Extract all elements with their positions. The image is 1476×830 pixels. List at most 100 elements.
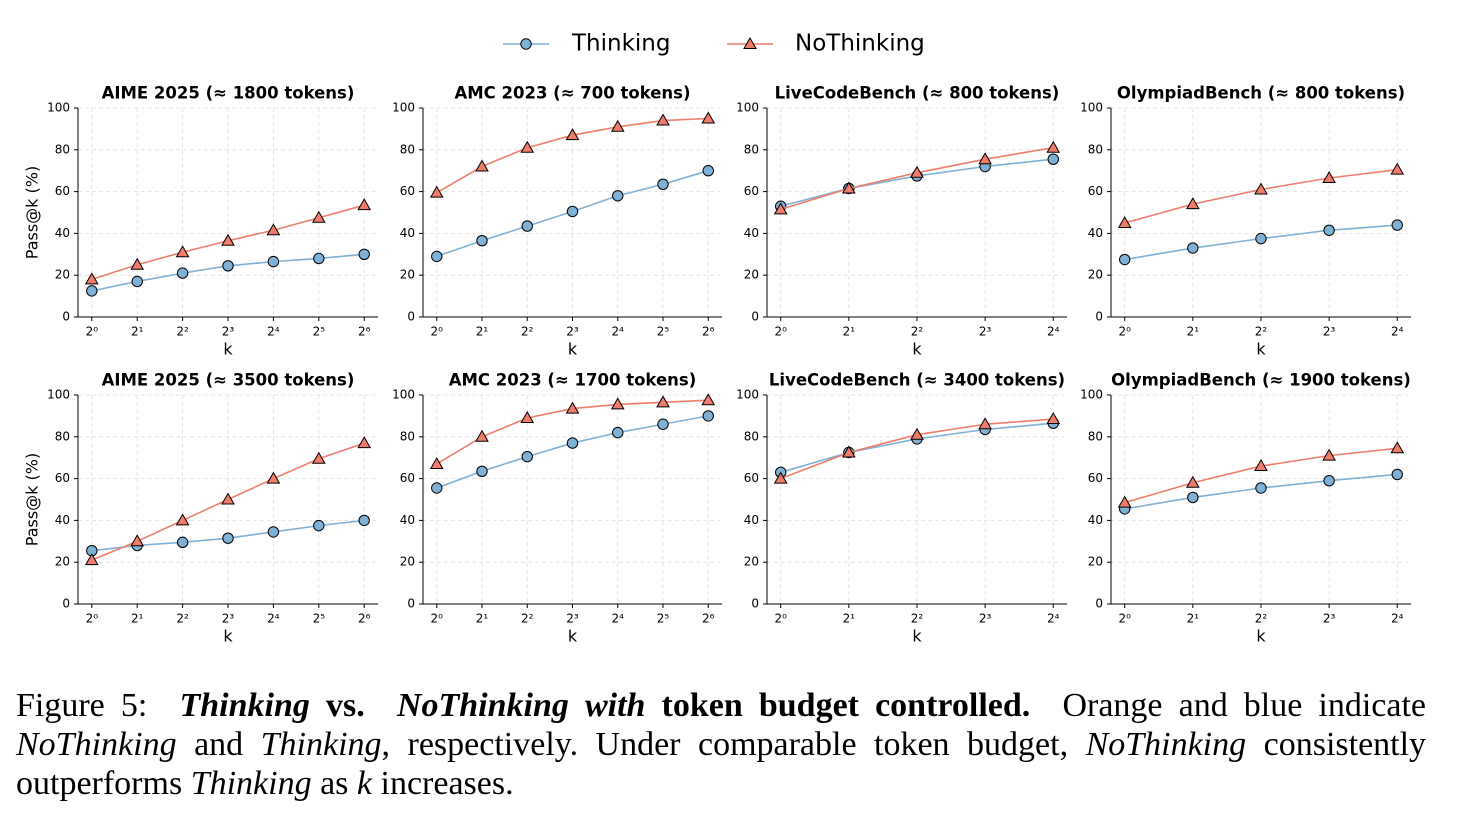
caption-run: and xyxy=(194,726,244,763)
x-tick-label: 2⁰ xyxy=(1118,325,1131,339)
y-tick-label: 20 xyxy=(1088,268,1103,282)
caption-label: Figure 5: xyxy=(16,687,148,724)
x-tick-label: 2² xyxy=(1255,325,1268,339)
y-tick-label: 40 xyxy=(744,513,759,527)
y-tick-label: 100 xyxy=(47,101,70,115)
marker xyxy=(1391,219,1403,231)
x-tick-label: 2⁰ xyxy=(86,612,99,626)
marker xyxy=(978,417,992,430)
y-tick-label: 20 xyxy=(744,555,759,569)
x-tick-label: 2⁴ xyxy=(1047,612,1060,626)
y-tick-label: 0 xyxy=(407,597,415,611)
x-tick-label: 2³ xyxy=(222,612,235,626)
marker xyxy=(1322,448,1336,461)
marker xyxy=(358,514,370,527)
x-tick-label: 2¹ xyxy=(476,612,489,626)
x-tick-label: 2³ xyxy=(566,612,579,626)
x-tick-label: 2⁵ xyxy=(313,325,326,339)
marker xyxy=(1255,232,1267,245)
marker xyxy=(566,205,579,218)
marker xyxy=(612,426,624,439)
y-tick-label: 100 xyxy=(736,388,759,402)
marker xyxy=(266,223,281,236)
y-tick-label: 0 xyxy=(751,310,759,324)
y-tick-label: 100 xyxy=(392,388,415,402)
caption-run: Orange and blue indicate xyxy=(1062,687,1427,724)
marker xyxy=(910,427,924,440)
marker xyxy=(176,536,189,549)
marker xyxy=(701,393,716,406)
marker xyxy=(429,456,444,469)
legend-label: NoThinking xyxy=(795,31,925,57)
x-tick-label: 2¹ xyxy=(1187,612,1200,626)
marker xyxy=(84,272,99,285)
marker xyxy=(1046,412,1061,425)
marker xyxy=(1255,482,1267,494)
y-tick-label: 60 xyxy=(400,184,415,198)
x-tick-label: 2⁵ xyxy=(313,612,326,626)
marker xyxy=(610,397,625,410)
chart-title: LiveCodeBench (≈ 3400 tokens) xyxy=(769,371,1065,390)
x-tick-label: 2⁶ xyxy=(358,325,371,339)
y-tick-label: 20 xyxy=(1088,555,1103,569)
x-tick-label: 2² xyxy=(521,325,534,339)
y-tick-label: 60 xyxy=(744,184,759,198)
marker xyxy=(176,267,189,279)
marker xyxy=(429,185,444,198)
caption-run: NoThinking with xyxy=(396,687,646,724)
y-tick-label: 0 xyxy=(62,597,70,611)
marker xyxy=(222,260,234,272)
x-tick-label: 2³ xyxy=(1323,612,1336,626)
figure: Thinking NoThinking 0 20 40 60 80 100 2⁰ 2¹ 2² 2³ 2⁴… xyxy=(23,31,1411,646)
marker xyxy=(656,395,670,408)
x-tick-label: 2¹ xyxy=(131,612,144,626)
marker xyxy=(1390,441,1405,454)
chart-title: OlympiadBench (≈ 1900 tokens) xyxy=(1111,371,1411,390)
x-tick-label: 2³ xyxy=(979,612,992,626)
marker xyxy=(565,401,580,414)
y-tick-label: 20 xyxy=(400,268,415,282)
y-tick-label: 0 xyxy=(751,597,759,611)
x-tick-label: 2³ xyxy=(222,325,235,339)
x-tick-label: 2² xyxy=(176,325,189,339)
y-tick-label: 80 xyxy=(400,429,415,443)
chart-title: AMC 2023 (≈ 1700 tokens) xyxy=(449,371,697,390)
y-tick-label: 40 xyxy=(744,226,759,240)
marker xyxy=(1322,171,1336,184)
marker xyxy=(1117,495,1132,508)
y-tick-label: 60 xyxy=(400,471,415,485)
marker xyxy=(656,113,670,126)
legend-marker xyxy=(743,36,757,49)
x-axis-label: k xyxy=(568,340,578,359)
y-tick-label: 60 xyxy=(1088,471,1103,485)
x-axis-label: k xyxy=(912,340,922,359)
y-tick-label: 60 xyxy=(55,471,70,485)
caption-run: token budget controlled. xyxy=(661,687,1031,724)
marker xyxy=(1254,182,1268,195)
x-tick-label: 2⁰ xyxy=(774,612,787,626)
marker xyxy=(773,202,788,215)
x-tick-label: 2¹ xyxy=(843,325,856,339)
y-tick-label: 100 xyxy=(1080,101,1103,115)
x-tick-label: 2⁴ xyxy=(1391,612,1404,626)
marker xyxy=(702,410,714,422)
marker xyxy=(357,198,372,211)
x-tick-label: 2¹ xyxy=(476,325,489,339)
marker xyxy=(702,165,714,177)
caption-run: Thinking xyxy=(179,687,310,724)
x-tick-label: 2⁴ xyxy=(1047,325,1060,339)
caption-run: vs. xyxy=(325,687,365,724)
marker xyxy=(773,471,788,484)
x-tick-label: 2⁴ xyxy=(267,325,280,339)
marker xyxy=(476,235,488,247)
caption-run: , respectively. Under comparable token b… xyxy=(381,726,1069,763)
y-tick-label: 40 xyxy=(1088,513,1103,527)
marker xyxy=(222,532,234,544)
y-tick-label: 100 xyxy=(736,101,759,115)
caption-run: NoThinking xyxy=(1085,726,1247,763)
marker xyxy=(910,165,924,178)
marker xyxy=(86,285,98,297)
x-tick-label: 2¹ xyxy=(843,612,856,626)
marker xyxy=(1047,153,1059,165)
